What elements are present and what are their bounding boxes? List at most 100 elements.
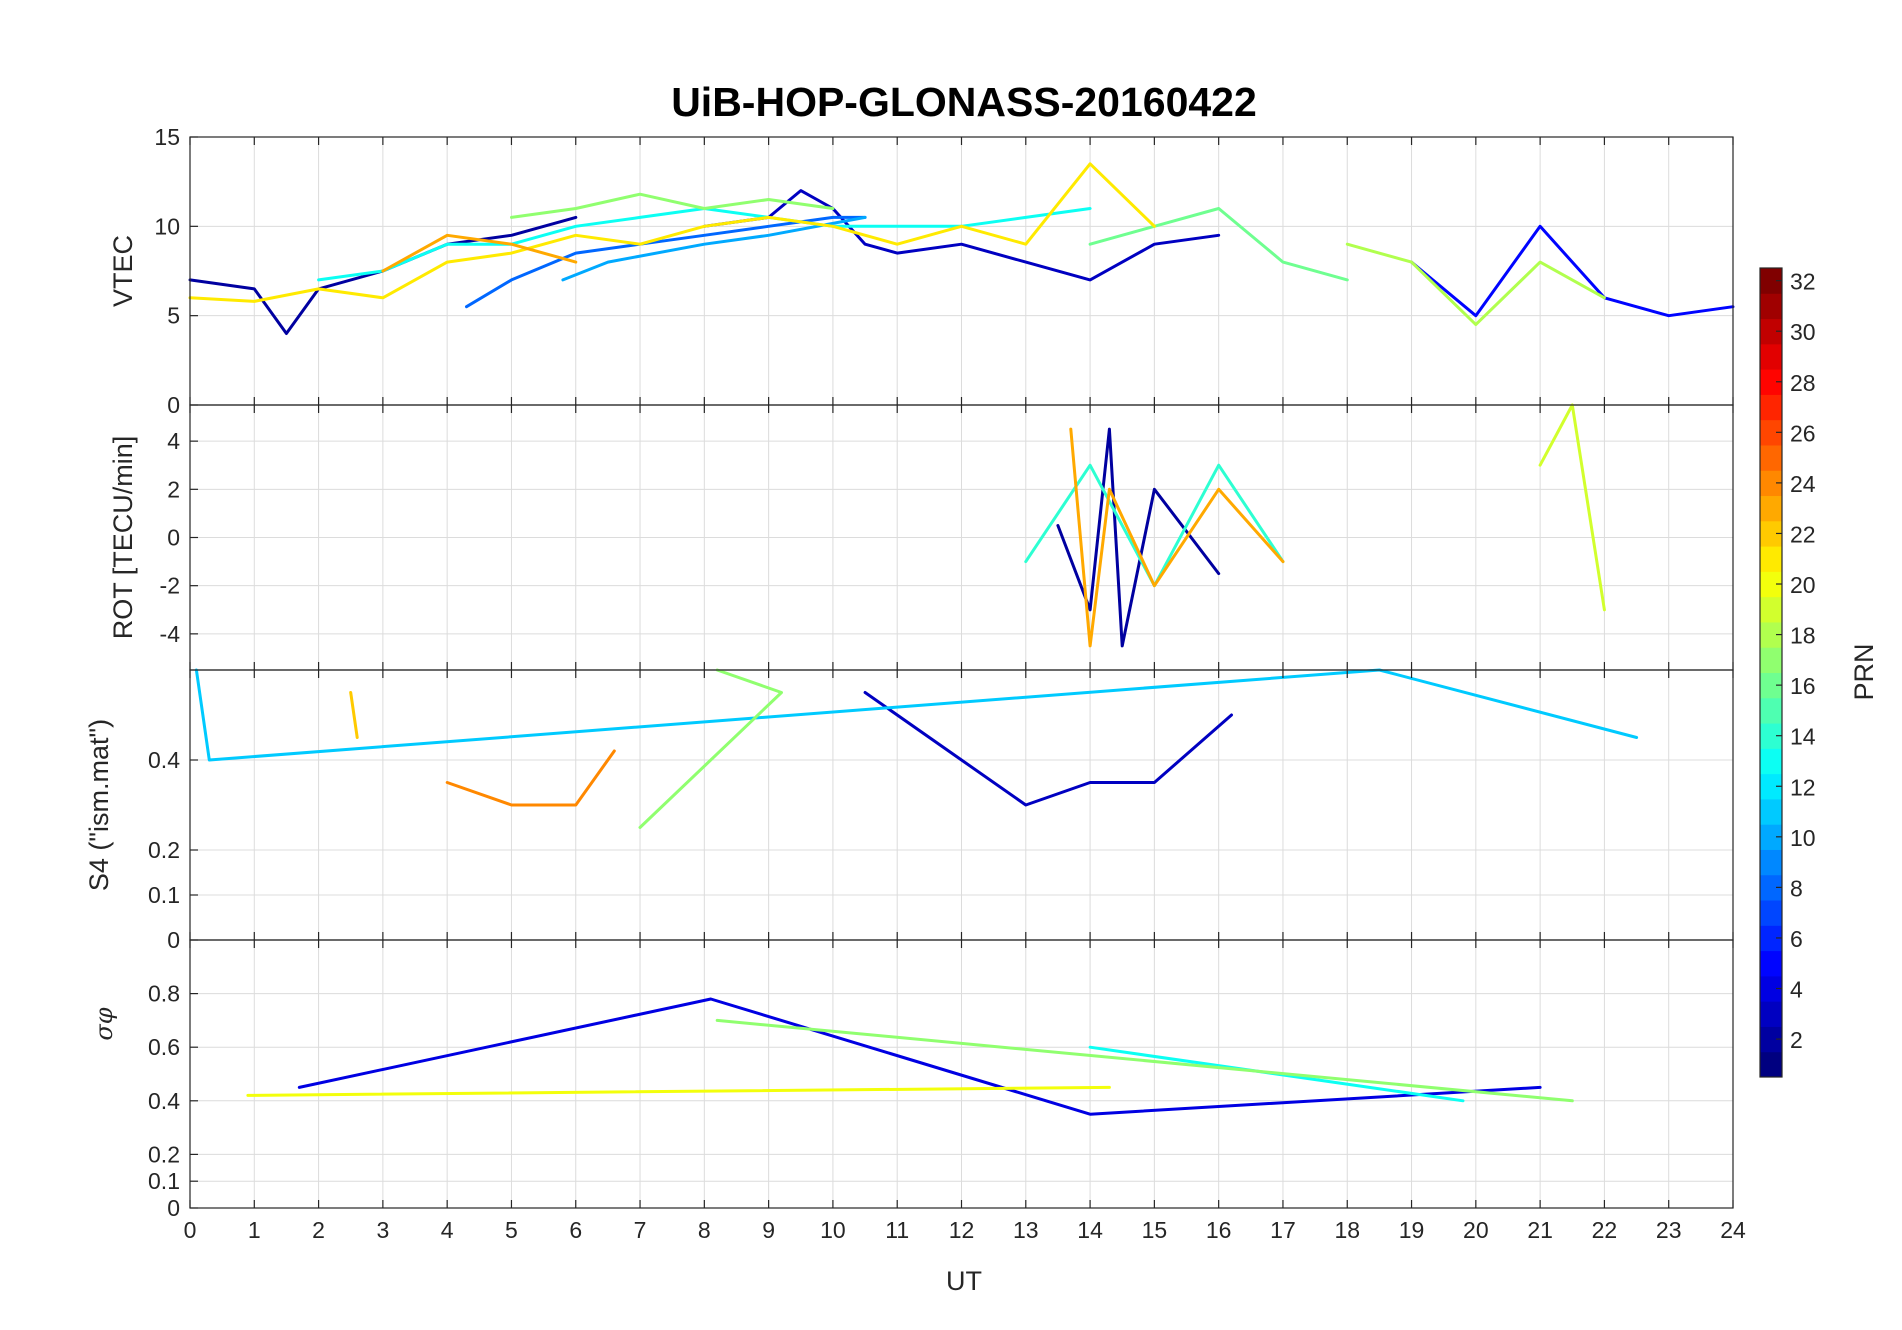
x-axis-label: UT [946,1266,982,1296]
colorbar-swatch [1760,318,1782,345]
colorbar-swatch [1760,621,1782,648]
series-line-prn-21 [188,162,1156,303]
colorbar-tick-label: 22 [1790,521,1816,547]
colorbar-swatch [1760,470,1782,497]
y-tick-label: 2 [167,476,180,502]
sigma-phi-panel: 0 1 2 3 4 5 6 7 8 9 10 11 12 13 14 15 16 17 18 19 20 21 22 23 24… [90,939,1746,1243]
series-line-prn-5 [1410,224,1735,318]
y-tick-label: 0 [167,927,180,953]
colorbar-swatch [1760,925,1782,952]
x-tick-label: 13 [1013,1217,1039,1243]
y-tick-label: 4 [167,428,180,454]
colorbar-tick-label: 20 [1790,572,1816,598]
x-tick-label: 22 [1592,1217,1618,1243]
colorbar-tick-label: 8 [1790,875,1803,901]
y-tick-label: 0.1 [148,1168,180,1194]
colorbar-tick-label: 16 [1790,673,1816,699]
colorbar-tick-label: 26 [1790,420,1816,446]
y-axis-label: σφ [90,1007,118,1040]
colorbar-tick-label: 6 [1790,926,1803,952]
y-tick-label: 10 [154,213,180,239]
colorbar-tick-label: 14 [1790,724,1816,750]
colorbar-swatch [1760,343,1782,370]
colorbar-tick-label: 2 [1790,1027,1803,1053]
colorbar-swatch [1760,268,1782,294]
figure-title: UiB-HOP-GLONASS-20160422 [671,79,1257,125]
series-line-prn-23 [1069,427,1285,648]
colorbar-swatch [1760,748,1782,775]
y-tick-label: 0 [167,392,180,418]
colorbar-tick-label: 18 [1790,623,1816,649]
colorbar-swatch [1760,773,1782,800]
x-tick-label: 14 [1077,1217,1103,1243]
colorbar-tick-label: 4 [1790,977,1803,1003]
x-tick-label: 24 [1720,1217,1746,1243]
colorbar-swatch [1760,1001,1782,1027]
colorbar-swatch [1760,369,1782,395]
colorbar-tick-label: 30 [1790,319,1816,345]
x-tick-label: 7 [634,1217,647,1243]
y-tick-label: 0.2 [148,837,180,863]
x-tick-label: 12 [949,1217,975,1243]
colorbar-swatch [1760,1026,1782,1053]
y-axis-label: VTEC [108,235,138,307]
series-line-prn-24 [445,749,616,807]
x-tick-label: 10 [820,1217,846,1243]
colorbar-label: PRN [1849,643,1879,700]
colorbar-swatch [1760,900,1782,926]
x-tick-label: 8 [698,1217,711,1243]
x-tick-label: 2 [312,1217,325,1243]
y-tick-label: 0.6 [148,1034,180,1060]
y-tick-label: 0.1 [148,882,180,908]
colorbar-swatch [1760,596,1782,623]
colorbar-swatch [1760,672,1782,699]
colorbar-swatch [1760,444,1782,471]
series-line-prn-17 [510,192,835,219]
colorbar-swatch [1760,874,1782,901]
colorbar-swatch [1760,293,1782,320]
series-line-prn-8 [465,215,867,309]
x-tick-label: 21 [1527,1217,1553,1243]
x-tick-label: 20 [1463,1217,1489,1243]
colorbar-swatch [1760,394,1782,421]
y-tick-label: 0.2 [148,1141,180,1167]
colorbar-swatch [1760,495,1782,522]
colorbar-swatch [1760,546,1782,572]
series-line-prn-11 [194,668,1639,762]
colorbar-swatch [1760,419,1782,446]
colorbar-swatch [1760,1051,1782,1078]
x-tick-label: 3 [376,1217,389,1243]
colorbar-tick-label: 24 [1790,471,1816,497]
y-tick-label: 0 [167,525,180,551]
rot-panel: -4 -2 0 2 4 ROT [TECU/min] [108,403,1734,671]
colorbar-swatch [1760,950,1782,977]
colorbar-swatch [1760,798,1782,825]
series-line-prn-16 [1088,207,1349,282]
y-tick-label: 15 [154,124,180,150]
colorbar-swatch [1760,520,1782,547]
series-line-prn-4 [297,997,1542,1116]
colorbar-tick-label: 12 [1790,774,1816,800]
x-tick-label: 9 [762,1217,775,1243]
colorbar-swatch [1760,697,1782,724]
y-axis-label: ROT [TECU/min] [108,436,138,640]
y-tick-label: 0.4 [148,747,180,773]
colorbar-frame [1759,267,1783,1078]
x-tick-label: 23 [1656,1217,1682,1243]
y-tick-label: 0.4 [148,1088,180,1114]
y-tick-label: 0.8 [148,981,180,1007]
colorbar-swatch [1760,975,1782,1002]
series-line-prn-17 [638,668,783,829]
x-tick-label: 17 [1270,1217,1296,1243]
x-tick-label: 16 [1206,1217,1232,1243]
x-tick-label: 5 [505,1217,518,1243]
colorbar-swatch [1760,824,1782,850]
colorbar-swatch [1760,723,1782,749]
s4-panel: 0 0.1 0.2 0.4 S4 ("ism.mat") [84,668,1734,953]
x-tick-label: 11 [885,1217,909,1243]
colorbar-tick-label: 28 [1790,370,1816,396]
y-axis-label: S4 ("ism.mat") [84,719,114,891]
x-tick-label: 15 [1142,1217,1168,1243]
